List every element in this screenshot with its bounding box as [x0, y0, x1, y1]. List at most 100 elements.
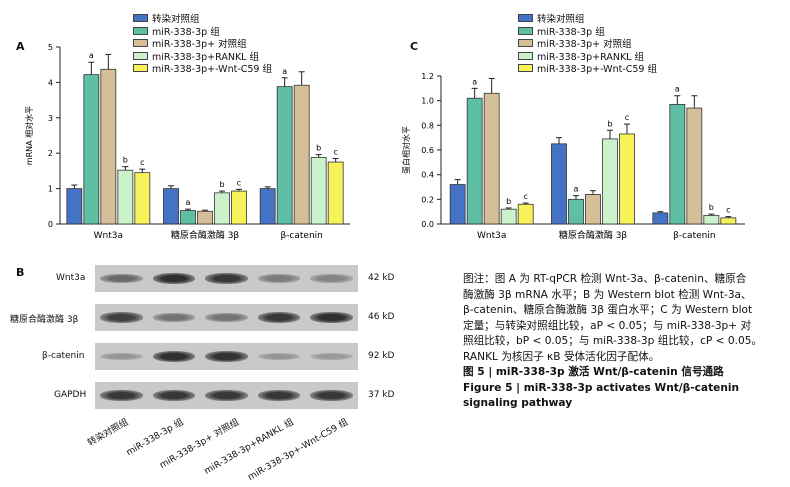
blot-band	[152, 272, 196, 285]
legend-item: miR-338-3p 组	[518, 25, 657, 38]
legend-swatch	[518, 26, 533, 35]
bar	[551, 143, 567, 225]
bar	[703, 214, 720, 225]
bar	[231, 190, 247, 225]
significance-mark: b	[709, 203, 714, 212]
blot-lane-label: 转染对照组	[86, 417, 131, 449]
significance-mark: a	[186, 198, 191, 207]
blot-band	[257, 274, 301, 283]
bar	[163, 188, 179, 225]
blot-strip	[95, 304, 358, 331]
legend-swatch	[133, 51, 148, 60]
bar	[214, 192, 230, 225]
x-tick-label: β-catenin	[673, 231, 715, 241]
x-tick-label: Wnt3a	[477, 231, 506, 241]
blot-row-label: β-catenin	[42, 351, 85, 361]
y-tick-label: 1.0	[421, 97, 434, 106]
panel-label-c: C	[410, 40, 419, 53]
legend-label: 转染对照组	[152, 14, 200, 26]
legend-item: 转染对照组	[518, 12, 657, 25]
caption-title-cn: 图 5 | miR-338-3p 激活 Wnt/β-catenin 信号通路	[463, 366, 724, 378]
bar	[602, 138, 618, 225]
caption-title-en: Figure 5 | miR-338-3p activates Wnt/β-ca…	[463, 381, 740, 410]
legend-item: miR-338-3p 组	[133, 25, 272, 38]
legend-swatch	[133, 64, 148, 73]
chart-c: 0.0 0.2 0.4 0.6 0.8 1.0 1.2 蛋白相对水平 a b c Wnt3a a b c 糖原…	[401, 72, 745, 241]
legend-label: miR-338-3p+ 对照组	[152, 39, 247, 51]
blot-strip	[95, 343, 358, 370]
y-tick-label: 2	[48, 149, 53, 158]
blot-band	[100, 352, 143, 361]
bar	[568, 198, 584, 225]
blot-row-label: Wnt3a	[56, 273, 86, 283]
bar	[686, 107, 703, 225]
blot-strip	[95, 382, 358, 409]
caption-line: 定量；与转染对照组比较，aP < 0.05；与 miR-338-3p+ 对	[463, 319, 752, 332]
significance-mark: b	[506, 197, 511, 206]
blot-band	[152, 389, 196, 402]
bar	[66, 188, 83, 225]
legend-label: miR-338-3p+RANKL 组	[537, 51, 644, 63]
y-tick-label: 3	[48, 114, 53, 123]
legend-label: miR-338-3p 组	[537, 26, 605, 38]
blot-band	[310, 311, 353, 324]
blot-band	[100, 389, 143, 402]
significance-mark: b	[123, 156, 128, 165]
blot-band	[205, 389, 248, 402]
x-tick-label: β-catenin	[280, 231, 322, 241]
significance-mark: c	[140, 158, 144, 167]
blot-band	[205, 272, 248, 285]
western-blot-panel: Wnt3a 42 kD 糖原合酶激酶 3β 46 kD β-catenin 92 kD GA…	[0, 258, 440, 487]
caption-line: β-catenin、糖原合酶激酶 3β 蛋白水平；C 为 Western blo…	[463, 304, 753, 316]
y-axis-label: mRNA 相对水平	[24, 106, 34, 165]
bar	[180, 210, 196, 225]
significance-mark: c	[625, 113, 629, 122]
significance-mark: c	[726, 206, 730, 215]
significance-mark: a	[89, 51, 94, 60]
blot-lane-label: miR-338-3p+RANKL 组	[202, 417, 296, 477]
legend-c: 转染对照组 miR-338-3p 组 miR-338-3p+ 对照组 miR-338-…	[518, 12, 657, 75]
blot-band	[152, 350, 196, 363]
bar	[669, 103, 686, 225]
caption-line: 酶激酶 3β mRNA 水平；B 为 Western blot 检测 Wnt-3…	[463, 288, 752, 301]
legend-item: miR-338-3p+RANKL 组	[133, 50, 272, 63]
blot-row-label: GAPDH	[54, 390, 87, 400]
blot-kd-label: 92 kD	[368, 351, 395, 361]
bar	[276, 86, 293, 225]
legend-item: miR-338-3p+-Wnt-C59 组	[133, 62, 272, 75]
blot-kd-label: 37 kD	[368, 390, 395, 400]
y-tick-label: 5	[48, 43, 53, 52]
blot-band	[100, 273, 143, 284]
blot-strip	[95, 265, 358, 292]
legend-label: miR-338-3p+ 对照组	[537, 39, 632, 51]
y-tick-label: 0	[48, 220, 53, 229]
legend-label: miR-338-3p+-Wnt-C59 组	[152, 64, 272, 76]
legend-swatch	[518, 51, 533, 60]
blot-band	[152, 313, 196, 322]
panel-label-b: B	[16, 266, 25, 279]
blot-kd-label: 46 kD	[368, 312, 395, 322]
significance-mark: b	[607, 119, 612, 128]
bar	[259, 188, 276, 225]
legend-label: miR-338-3p+-Wnt-C59 组	[537, 64, 657, 76]
legend-swatch	[133, 39, 148, 48]
caption-line: RANKL 为核因子 κB 受体活化因子配体。	[463, 350, 660, 363]
bar	[585, 193, 601, 225]
blot-band	[310, 389, 353, 402]
significance-mark: a	[472, 77, 477, 86]
bar	[500, 208, 517, 225]
significance-mark: a	[282, 67, 287, 76]
legend-item: miR-338-3p+ 对照组	[518, 37, 657, 50]
bar	[466, 97, 483, 225]
bar	[100, 68, 117, 225]
legend-item: miR-338-3p+RANKL 组	[518, 50, 657, 63]
bar	[197, 210, 213, 225]
blot-lane-label: miR-338-3p+-Wnt-C59 组	[246, 417, 350, 483]
legend-item: miR-338-3p+ 对照组	[133, 37, 272, 50]
blot-row-label: 糖原合酶激酶 3β	[10, 315, 79, 325]
blot-band	[310, 274, 353, 283]
bar	[517, 203, 534, 225]
bar	[293, 84, 310, 225]
y-tick-label: 0.6	[421, 146, 434, 155]
legend-label: miR-338-3p+RANKL 组	[152, 51, 259, 63]
